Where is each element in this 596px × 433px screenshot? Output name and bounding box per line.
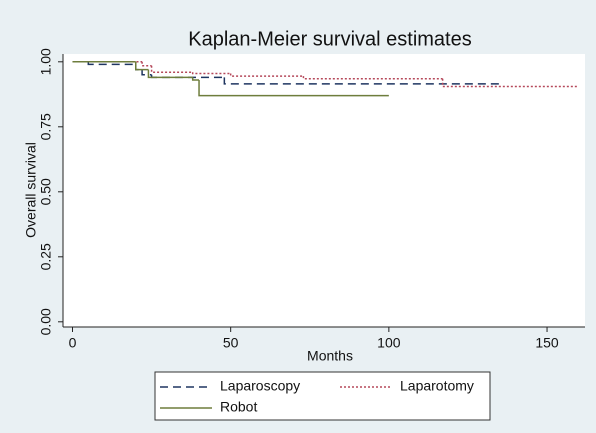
x-tick-label: 0 <box>69 335 77 351</box>
survival-step <box>147 69 193 79</box>
survival-step <box>141 61 152 67</box>
y-tick-label: 0.75 <box>38 113 54 140</box>
plot-area <box>63 54 585 327</box>
x-tick-label: 150 <box>535 335 559 351</box>
y-tick-label: 0.00 <box>38 308 54 335</box>
y-tick-label: 1.00 <box>38 48 54 75</box>
survival-step <box>223 77 500 85</box>
legend-label: Laparoscopy <box>220 378 300 394</box>
y-tick-label: 0.50 <box>38 178 54 205</box>
survival-step <box>135 61 149 71</box>
survival-step <box>198 80 389 97</box>
x-axis-label: Months <box>307 348 353 364</box>
survival-step <box>150 65 193 73</box>
y-tick-label: 0.25 <box>38 243 54 270</box>
chart-title: Kaplan-Meier survival estimates <box>188 28 471 50</box>
survival-step <box>229 73 304 77</box>
x-tick-label: 50 <box>223 335 239 351</box>
legend-label: Robot <box>220 399 257 415</box>
survival-step <box>141 69 152 76</box>
y-axis-label: Overall survival <box>23 142 39 238</box>
survival-step <box>191 77 200 81</box>
x-tick-label: 100 <box>377 335 401 351</box>
legend <box>154 371 491 421</box>
legend-label: Laparotomy <box>400 378 474 394</box>
survival-step <box>302 76 443 80</box>
survival-step <box>191 72 231 75</box>
survival-step <box>87 61 136 66</box>
